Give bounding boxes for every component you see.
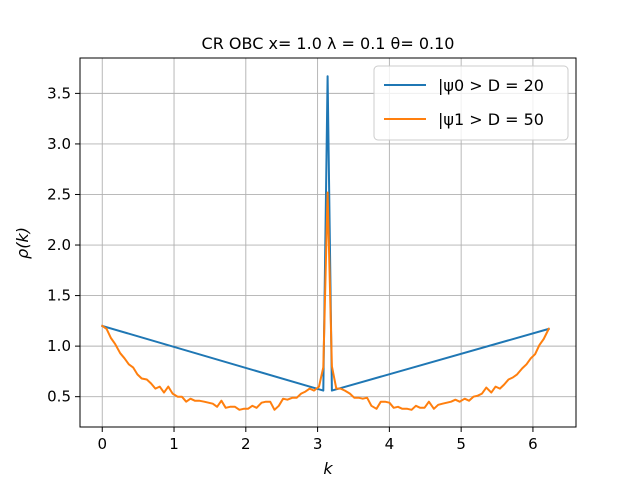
x-tick-label: 4 — [385, 435, 395, 453]
ticks: 0 1 2 3 4 5 6 0.5 1.0 1.5 2.0 2.5 3.0 3.5 — [47, 84, 538, 453]
legend-label-series-1: |ψ1 > D = 50 — [438, 110, 544, 129]
y-tick-label: 3.5 — [47, 84, 71, 102]
x-tick-label: 5 — [456, 435, 466, 453]
y-tick-label: 1.0 — [47, 337, 71, 355]
x-axis-title: k — [323, 459, 333, 478]
x-tick-label: 6 — [528, 435, 538, 453]
x-tick-label: 3 — [313, 435, 323, 453]
y-tick-label: 0.5 — [47, 388, 71, 406]
y-tick-label: 3.0 — [47, 135, 71, 153]
series-line-0 — [101, 75, 550, 392]
legend: |ψ0 > D = 20 |ψ1 > D = 50 — [373, 65, 569, 141]
legend-label-series-0: |ψ0 > D = 20 — [438, 76, 544, 95]
x-tick-label: 2 — [241, 435, 251, 453]
series-layer — [100, 75, 551, 411]
y-tick-label: 1.5 — [47, 287, 71, 305]
series-line-1 — [100, 191, 551, 411]
x-tick-label: 0 — [97, 435, 107, 453]
plot-frame — [79, 57, 577, 428]
y-tick-label: 2.5 — [47, 185, 71, 203]
y-axis-title: ρ(k) — [13, 227, 32, 259]
y-tick-label: 2.0 — [47, 236, 71, 254]
x-tick-label: 1 — [169, 435, 179, 453]
chart-title: CR OBC x= 1.0 λ = 0.1 θ= 0.10 — [202, 34, 455, 53]
